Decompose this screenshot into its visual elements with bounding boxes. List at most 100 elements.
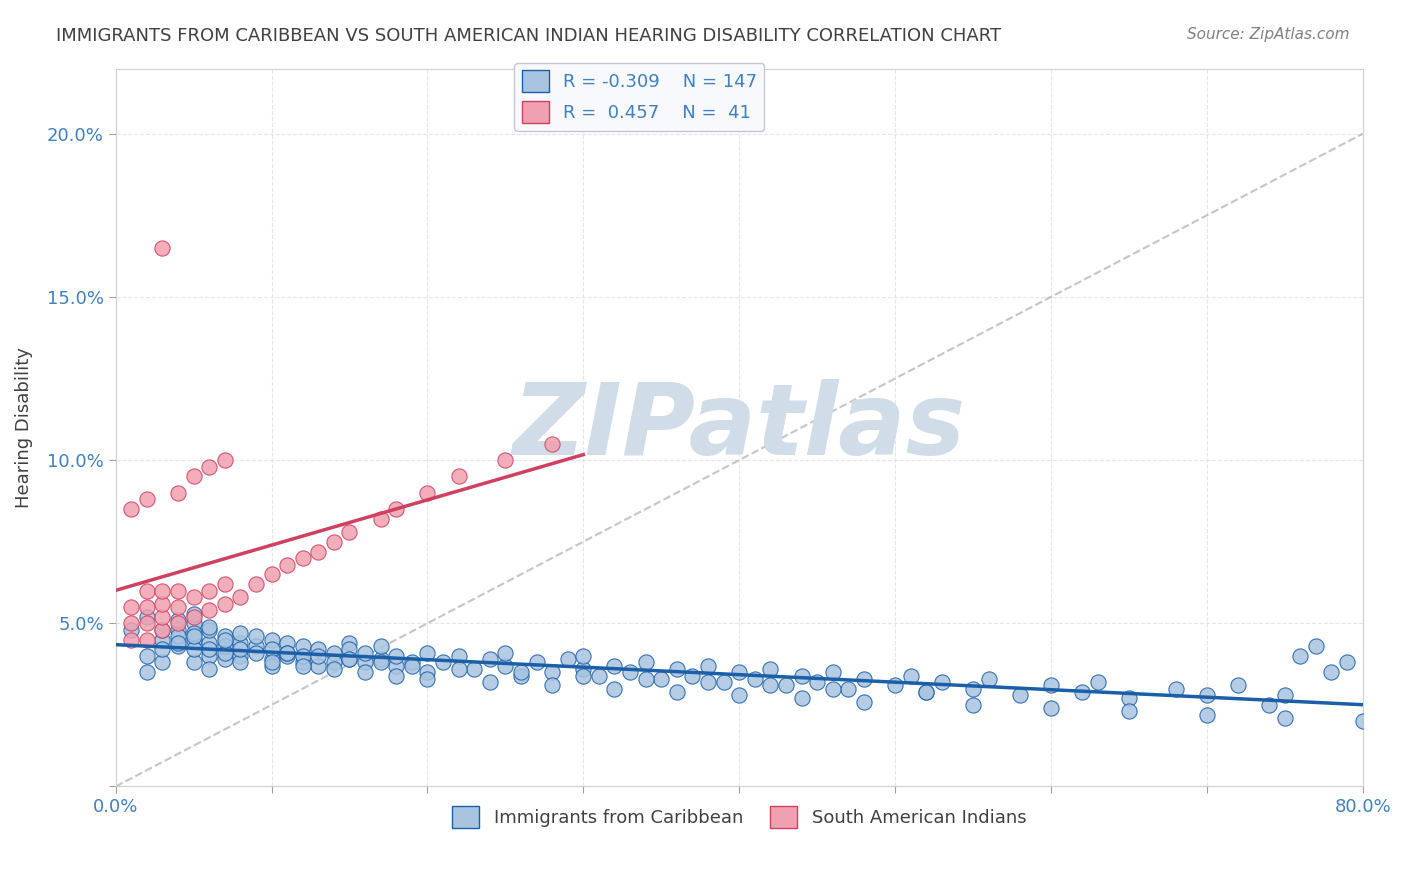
- Point: [260, 658, 283, 673]
- Point: [852, 695, 875, 709]
- Point: [1039, 678, 1062, 692]
- Point: [1164, 681, 1187, 696]
- Point: [291, 658, 314, 673]
- Point: [183, 609, 205, 624]
- Point: [291, 639, 314, 653]
- Point: [198, 619, 221, 633]
- Point: [198, 636, 221, 650]
- Point: [603, 658, 626, 673]
- Point: [447, 469, 470, 483]
- Point: [354, 646, 377, 660]
- Point: [962, 698, 984, 712]
- Point: [183, 591, 205, 605]
- Point: [214, 629, 236, 643]
- Point: [214, 632, 236, 647]
- Point: [1039, 701, 1062, 715]
- Point: [167, 485, 190, 500]
- Point: [494, 658, 516, 673]
- Point: [276, 636, 298, 650]
- Point: [1274, 688, 1296, 702]
- Point: [463, 662, 485, 676]
- Point: [198, 648, 221, 663]
- Point: [183, 642, 205, 657]
- Point: [198, 662, 221, 676]
- Point: [120, 599, 142, 614]
- Point: [245, 646, 267, 660]
- Point: [650, 672, 672, 686]
- Point: [198, 603, 221, 617]
- Point: [229, 591, 252, 605]
- Point: [183, 629, 205, 643]
- Point: [245, 629, 267, 643]
- Point: [447, 662, 470, 676]
- Point: [135, 599, 157, 614]
- Point: [354, 656, 377, 670]
- Point: [229, 626, 252, 640]
- Point: [790, 668, 813, 682]
- Point: [510, 665, 533, 680]
- Legend: Immigrants from Caribbean, South American Indians: Immigrants from Caribbean, South America…: [444, 798, 1033, 835]
- Point: [307, 544, 329, 558]
- Point: [120, 632, 142, 647]
- Point: [214, 577, 236, 591]
- Point: [276, 558, 298, 572]
- Point: [1118, 705, 1140, 719]
- Point: [1087, 675, 1109, 690]
- Point: [183, 607, 205, 621]
- Point: [214, 597, 236, 611]
- Point: [152, 656, 174, 670]
- Point: [214, 453, 236, 467]
- Point: [385, 648, 408, 663]
- Point: [152, 632, 174, 647]
- Point: [634, 672, 657, 686]
- Point: [1336, 656, 1358, 670]
- Point: [370, 652, 392, 666]
- Point: [167, 616, 190, 631]
- Point: [152, 623, 174, 637]
- Point: [307, 642, 329, 657]
- Point: [572, 668, 595, 682]
- Point: [245, 577, 267, 591]
- Point: [214, 639, 236, 653]
- Point: [120, 616, 142, 631]
- Point: [821, 665, 844, 680]
- Point: [167, 613, 190, 627]
- Point: [183, 626, 205, 640]
- Point: [370, 639, 392, 653]
- Point: [167, 623, 190, 637]
- Point: [900, 668, 922, 682]
- Point: [260, 652, 283, 666]
- Point: [229, 648, 252, 663]
- Point: [401, 658, 423, 673]
- Point: [214, 652, 236, 666]
- Point: [931, 675, 953, 690]
- Point: [322, 646, 344, 660]
- Point: [915, 685, 938, 699]
- Point: [572, 648, 595, 663]
- Point: [245, 639, 267, 653]
- Point: [152, 623, 174, 637]
- Point: [120, 502, 142, 516]
- Point: [183, 616, 205, 631]
- Point: [167, 599, 190, 614]
- Point: [229, 642, 252, 657]
- Point: [229, 636, 252, 650]
- Point: [291, 656, 314, 670]
- Point: [759, 662, 782, 676]
- Point: [152, 642, 174, 657]
- Point: [681, 668, 703, 682]
- Point: [307, 658, 329, 673]
- Point: [152, 597, 174, 611]
- Point: [977, 672, 1000, 686]
- Point: [183, 656, 205, 670]
- Point: [541, 678, 564, 692]
- Point: [1258, 698, 1281, 712]
- Point: [276, 648, 298, 663]
- Point: [697, 675, 720, 690]
- Point: [416, 485, 439, 500]
- Text: Source: ZipAtlas.com: Source: ZipAtlas.com: [1187, 27, 1350, 42]
- Point: [1195, 707, 1218, 722]
- Point: [759, 678, 782, 692]
- Point: [198, 642, 221, 657]
- Point: [167, 639, 190, 653]
